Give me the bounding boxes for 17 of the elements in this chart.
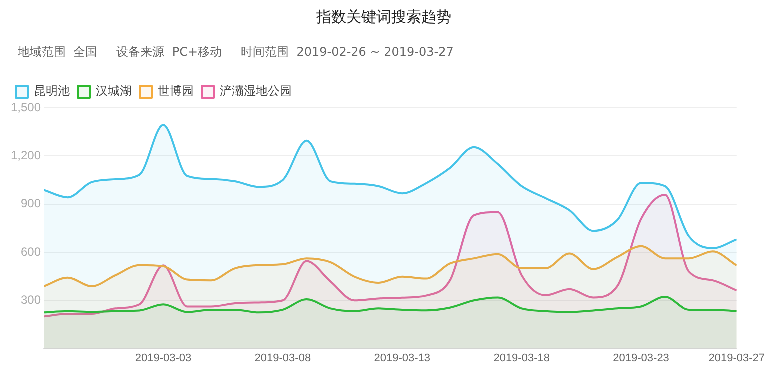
x-tick-label: 2019-03-23 [613,352,670,364]
x-tick-label: 2019-03-27 [708,352,766,364]
y-tick-label: 1,500 [11,100,42,114]
x-tick-label: 2019-03-03 [135,352,192,364]
y-tick-label: 1,200 [11,148,42,162]
y-tick-label: 900 [21,196,42,211]
y-tick-label: 300 [21,292,42,307]
x-tick-label: 2019-03-13 [374,352,431,364]
legend-label: 世博园 [158,84,194,98]
legend-label: 汉城湖 [96,84,132,98]
chart-subtitle: 地域范围 全国 设备来源 PC+移动 时间范围 2019-02-26 ~ 2019-03-27 [18,44,454,61]
chart-title: 指数关键词搜索趋势 [316,8,452,27]
y-tick-label: 600 [21,244,42,259]
x-tick-label: 2019-03-18 [494,352,550,364]
x-tick-label: 2019-03-08 [254,352,312,364]
legend-label: 浐灞湿地公园 [220,84,292,98]
legend-label: 昆明池 [34,84,70,98]
